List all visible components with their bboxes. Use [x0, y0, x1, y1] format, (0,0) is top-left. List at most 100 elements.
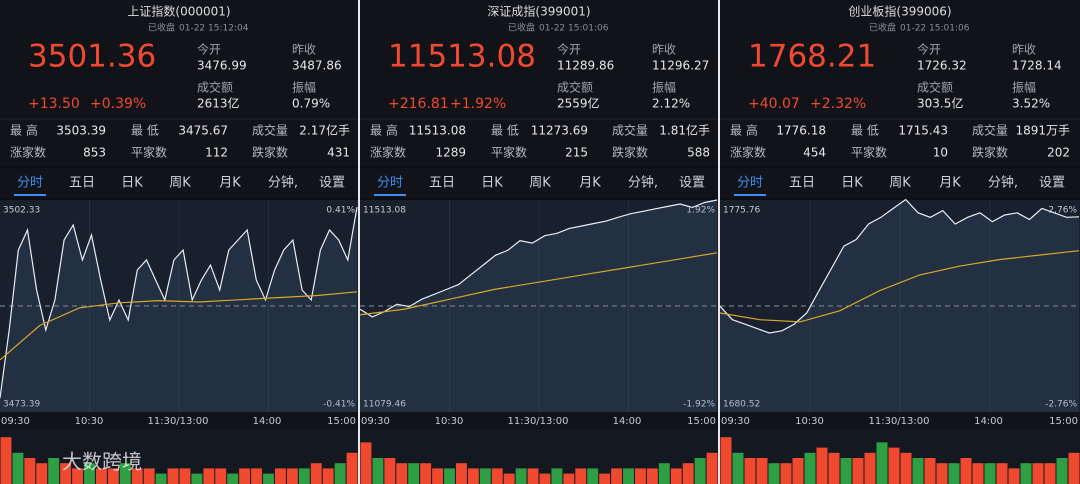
- row-label: 跌家数: [252, 145, 288, 160]
- tab[interactable]: 周K: [529, 176, 551, 191]
- time: 01-22 15:12:04: [179, 24, 249, 34]
- volume-bar: [816, 447, 828, 484]
- tab[interactable]: 设置: [1039, 176, 1065, 191]
- volume-bar: [179, 468, 191, 484]
- tab[interactable]: 月K: [939, 176, 961, 191]
- volume-bar: [107, 468, 119, 484]
- stat-label: 今开: [557, 42, 581, 57]
- volume-bar: [143, 468, 155, 484]
- row-value: 215: [565, 146, 588, 160]
- y-tick-label: 1680.52: [723, 400, 760, 410]
- panel-header: [720, 0, 1080, 166]
- change: +40.07: [748, 96, 800, 112]
- tab[interactable]: 分时: [17, 176, 43, 191]
- divider: [358, 0, 360, 484]
- tab[interactable]: 五日: [789, 176, 815, 191]
- row-label: 成交量: [972, 123, 1008, 138]
- x-tick-label: 10:30: [795, 416, 824, 427]
- volume-bar: [792, 458, 804, 484]
- tab[interactable]: 月K: [219, 176, 241, 191]
- x-tick-label: 15:00: [687, 416, 716, 427]
- volume-bar: [408, 463, 420, 484]
- volume-bar: [744, 458, 756, 484]
- volume-bar: [840, 458, 852, 484]
- volume-bar: [780, 463, 792, 484]
- volume-bar: [215, 468, 227, 484]
- tab[interactable]: 设置: [319, 176, 345, 191]
- tab[interactable]: 五日: [69, 176, 95, 191]
- x-tick-label: 09:30: [721, 416, 750, 427]
- volume-bar: [768, 463, 780, 484]
- y-tick-label: 11513.08: [363, 206, 406, 216]
- row-label: 跌家数: [612, 145, 648, 160]
- row-value: 853: [83, 146, 106, 160]
- tab[interactable]: 日K: [481, 176, 503, 191]
- volume-bar: [972, 463, 984, 484]
- change: +13.50: [28, 96, 80, 112]
- change-pct: +2.32%: [810, 96, 866, 112]
- tab[interactable]: 周K: [169, 176, 191, 191]
- tab[interactable]: 周K: [889, 176, 911, 191]
- volume-bar: [864, 452, 876, 484]
- stat-label: 成交额: [197, 80, 233, 95]
- panel-header: [360, 0, 718, 166]
- y-tick-label: 1775.76: [723, 206, 760, 216]
- volume-bar: [948, 463, 960, 484]
- tab[interactable]: 月K: [579, 176, 601, 191]
- volume-bar: [551, 468, 563, 484]
- tab[interactable]: 日K: [841, 176, 863, 191]
- stat-label: 昨收: [292, 43, 316, 57]
- stat-label: 振幅: [1012, 80, 1036, 95]
- volume-bar: [274, 468, 286, 484]
- row-label: 最 低: [851, 124, 879, 138]
- tab[interactable]: 分钟,: [628, 175, 658, 191]
- price: 1768.21: [748, 39, 876, 75]
- divider: [718, 0, 720, 484]
- volume-bar: [611, 468, 623, 484]
- tab[interactable]: 分钟,: [988, 175, 1018, 191]
- change-pct: +1.92%: [450, 96, 506, 112]
- y2-tick-label: 2.76%: [1048, 206, 1077, 216]
- tab[interactable]: 分时: [377, 176, 403, 191]
- volume-bar: [384, 458, 396, 484]
- row-value: 1715.43: [898, 124, 948, 138]
- volume-bar: [372, 458, 384, 484]
- volume-bar: [455, 463, 467, 484]
- volume-bar: [670, 468, 682, 484]
- row-value: 10: [933, 146, 948, 160]
- volume-bar: [239, 468, 251, 484]
- stat-value: 2613亿: [197, 96, 240, 111]
- tab[interactable]: 五日: [429, 176, 455, 191]
- price-area: [0, 207, 357, 412]
- volume-bar: [286, 468, 298, 484]
- tab[interactable]: 分钟,: [268, 175, 298, 191]
- price-line: [0, 206, 358, 399]
- volume-bar: [467, 468, 479, 484]
- volume-bar: [1056, 458, 1068, 484]
- price-area: [360, 200, 717, 412]
- tab[interactable]: 日K: [121, 176, 143, 191]
- y2-tick-label: -0.41%: [323, 400, 355, 410]
- panel-header: [0, 0, 358, 166]
- volume-bar: [587, 468, 599, 484]
- x-tick-label: 14:00: [253, 416, 282, 427]
- volume-bar: [191, 473, 203, 484]
- x-tick-label: 10:30: [75, 416, 104, 427]
- tab[interactable]: 设置: [679, 176, 705, 191]
- row-value: 11273.69: [531, 124, 588, 138]
- volume-bar: [24, 458, 36, 484]
- tab[interactable]: 分时: [737, 176, 763, 191]
- x-tick-label: 11:30/13:00: [868, 416, 929, 427]
- x-tick-label: 15:00: [327, 416, 356, 427]
- row-value: 202: [1047, 146, 1070, 160]
- stat-label: 成交额: [557, 80, 593, 95]
- volume-area: [0, 430, 358, 484]
- tab-bar: [0, 168, 358, 198]
- y2-tick-label: 0.41%: [326, 206, 355, 216]
- row-value: 454: [803, 146, 826, 160]
- status: 已收盘: [869, 22, 896, 34]
- row-value: 1289: [435, 146, 466, 160]
- volume-bar: [227, 473, 239, 484]
- x-tick-label: 09:30: [1, 416, 30, 427]
- stat-value: 2559亿: [557, 96, 600, 111]
